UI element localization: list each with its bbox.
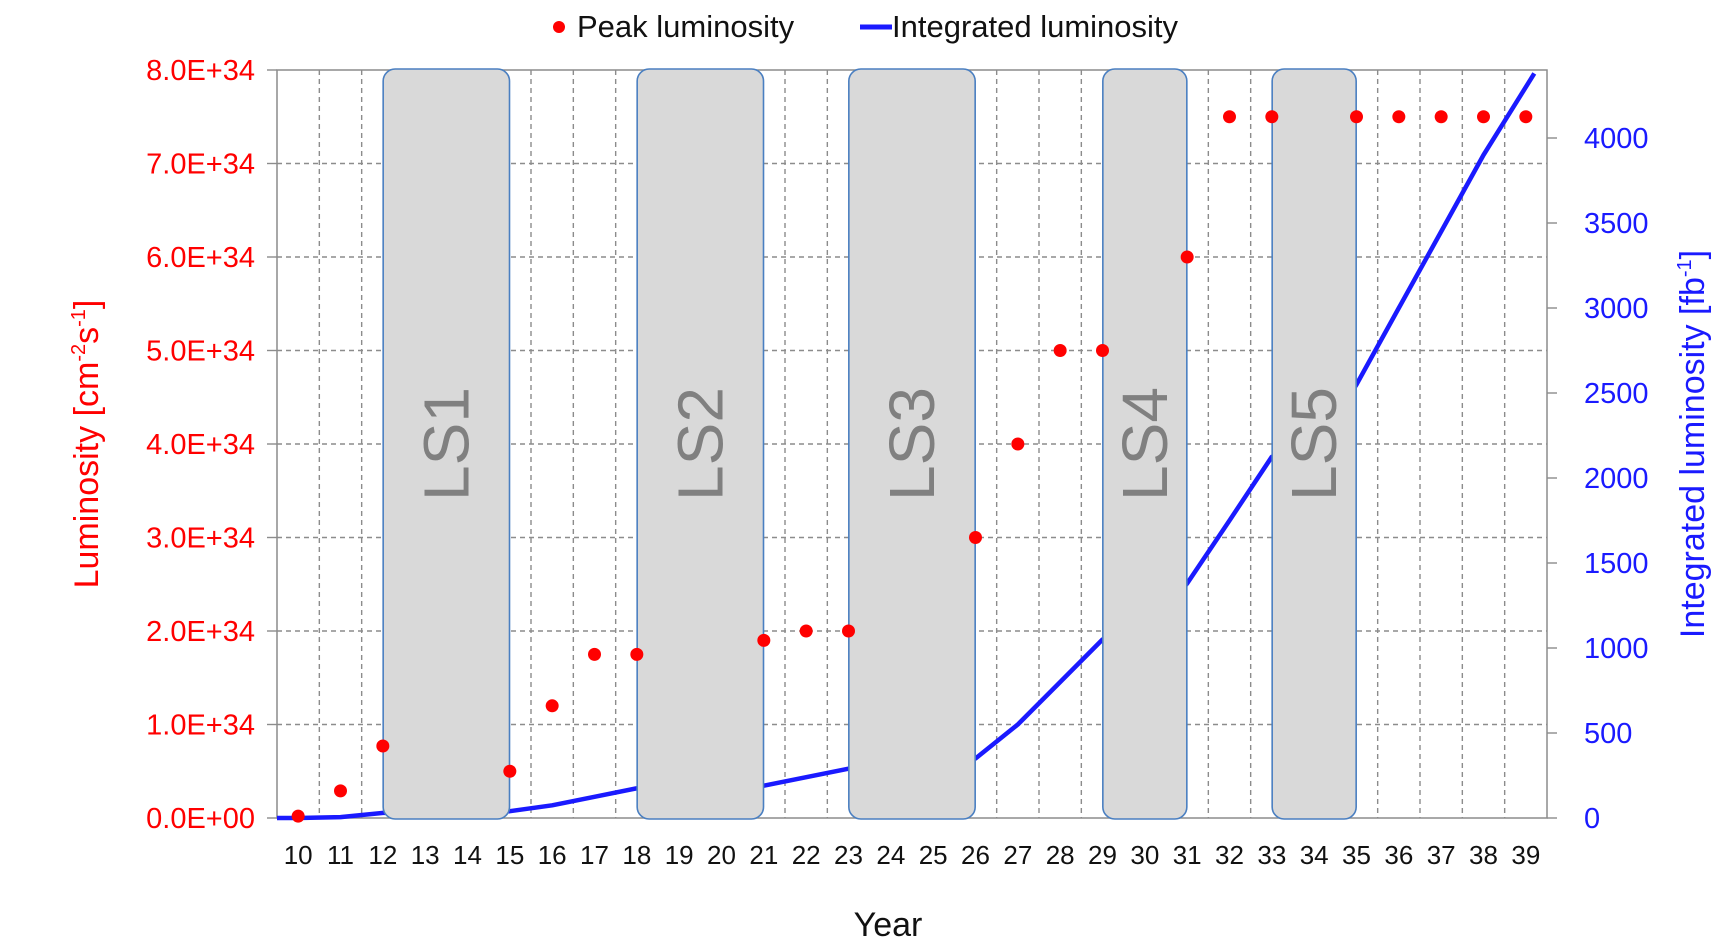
y-left-tick-label: 0.0E+00	[146, 803, 255, 835]
y-axis-left-title: Luminosity [cm-2s-1]	[68, 300, 106, 589]
x-tick-label: 26	[961, 840, 990, 870]
x-tick-label: 14	[453, 840, 482, 870]
x-tick-label: 25	[919, 840, 948, 870]
x-tick-label: 20	[707, 840, 736, 870]
shutdown-ls5: LS5	[1271, 68, 1357, 820]
peak-luminosity-point	[1392, 110, 1406, 124]
peak-luminosity-point	[1011, 437, 1025, 451]
shutdown-ls2: LS2	[636, 68, 765, 820]
shutdown-label: LS5	[1278, 387, 1350, 501]
x-tick-label: 23	[834, 840, 863, 870]
peak-luminosity-point	[1519, 110, 1533, 124]
x-tick-label: 21	[749, 840, 778, 870]
x-tick-label: 13	[411, 840, 440, 870]
y-right-tick-label: 2500	[1584, 378, 1649, 410]
peak-luminosity-point	[545, 699, 559, 713]
x-tick-label: 35	[1342, 840, 1371, 870]
axis-ticks: 0.0E+00 1.0E+34 2.0E+34 3.0E+34 4.0E+34 5.0E+…	[146, 55, 1648, 870]
x-tick-label: 34	[1300, 840, 1329, 870]
x-tick-label: 10	[284, 840, 313, 870]
shutdown-bar	[1271, 68, 1357, 820]
legend: Peak luminosity Integrated luminosity	[553, 9, 1179, 44]
legend-integrated-label: Integrated luminosity	[892, 9, 1179, 44]
y-right-tick-label: 3000	[1584, 293, 1649, 325]
peak-luminosity-series	[291, 110, 1533, 823]
x-axis-title: Year	[854, 906, 923, 944]
x-tick-label: 17	[580, 840, 609, 870]
x-tick-label: 38	[1469, 840, 1498, 870]
peak-luminosity-point	[291, 809, 305, 823]
x-tick-label: 16	[538, 840, 567, 870]
y-right-tick-label: 2000	[1584, 463, 1649, 495]
shutdown-label: LS4	[1109, 387, 1181, 501]
shutdown-ls1: LS1	[382, 68, 511, 820]
y-left-tick-label: 1.0E+34	[146, 710, 255, 742]
x-tick-label: 32	[1215, 840, 1244, 870]
y-left-tick-label: 5.0E+34	[146, 336, 255, 368]
y-right-tick-label: 1500	[1584, 548, 1649, 580]
peak-luminosity-point	[588, 647, 601, 661]
peak-luminosity-point	[757, 633, 771, 647]
x-tick-label: 15	[495, 840, 524, 870]
y-right-tick-label: 500	[1584, 718, 1632, 750]
peak-luminosity-point	[1350, 110, 1363, 124]
shutdown-label: LS1	[410, 387, 482, 501]
x-tick-label: 29	[1088, 840, 1117, 870]
peak-luminosity-point	[376, 739, 390, 753]
y-left-tick-label: 8.0E+34	[146, 55, 255, 87]
legend-peak-label: Peak luminosity	[577, 9, 795, 44]
peak-luminosity-point	[842, 624, 855, 638]
x-tick-label: 24	[876, 840, 905, 870]
x-tick-label: 22	[792, 840, 821, 870]
x-tick-label: 37	[1427, 840, 1456, 870]
x-tick-label: 36	[1384, 840, 1413, 870]
y-left-tick-label: 7.0E+34	[146, 149, 255, 181]
peak-luminosity-point	[1223, 110, 1236, 124]
y-right-tick-label: 3500	[1584, 208, 1649, 240]
y-left-tick-label: 6.0E+34	[146, 242, 255, 274]
x-tick-label: 28	[1046, 840, 1075, 870]
y-right-tick-label: 1000	[1584, 633, 1649, 665]
x-tick-label: 19	[665, 840, 694, 870]
x-tick-label: 12	[368, 840, 397, 870]
x-tick-label: 39	[1511, 840, 1540, 870]
y-axis-right-title: Integrated luminosity [fb-1]	[1674, 250, 1712, 638]
peak-luminosity-point	[799, 624, 813, 638]
peak-luminosity-point	[1265, 110, 1279, 124]
y-right-tick-label: 0	[1584, 803, 1600, 835]
y-left-tick-label: 4.0E+34	[146, 429, 255, 461]
peak-luminosity-point	[969, 531, 982, 544]
x-tick-label: 27	[1003, 840, 1032, 870]
shutdown-bar	[1102, 68, 1188, 820]
shutdown-bar	[636, 68, 765, 820]
shutdown-periods: LS1 LS2 LS3 LS4 LS5	[382, 68, 1357, 820]
shutdown-bar	[848, 68, 976, 820]
y-left-tick-label: 2.0E+34	[146, 616, 255, 648]
x-tick-label: 33	[1257, 840, 1286, 870]
peak-luminosity-point	[503, 764, 517, 778]
y-right-tick-label: 4000	[1584, 123, 1649, 155]
x-tick-label: 11	[327, 840, 354, 870]
peak-luminosity-point	[1434, 110, 1448, 124]
y-left-tick-label: 3.0E+34	[146, 523, 255, 555]
peak-luminosity-point	[1053, 344, 1067, 357]
x-tick-label: 31	[1173, 840, 1202, 870]
shutdown-bar	[382, 68, 511, 820]
peak-luminosity-point	[334, 784, 347, 798]
shutdown-ls3: LS3	[848, 68, 976, 820]
peak-luminosity-point	[630, 647, 644, 661]
peak-luminosity-point	[1180, 250, 1194, 264]
shutdown-label: LS3	[876, 387, 948, 501]
peak-luminosity-point	[1096, 344, 1109, 357]
x-tick-label: 18	[622, 840, 651, 870]
shutdown-label: LS2	[664, 387, 736, 501]
shutdown-ls4: LS4	[1102, 68, 1188, 820]
peak-luminosity-point	[1477, 110, 1490, 124]
x-tick-label: 30	[1130, 840, 1159, 870]
legend-peak-marker	[553, 21, 565, 33]
